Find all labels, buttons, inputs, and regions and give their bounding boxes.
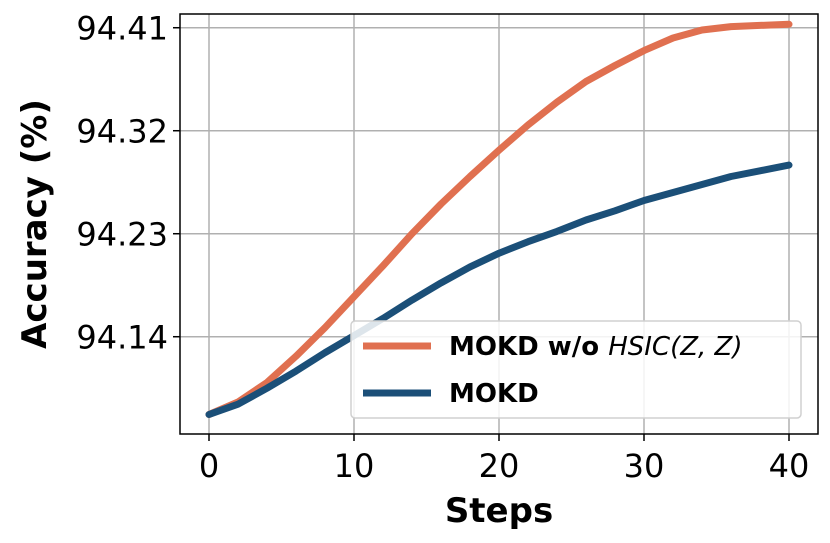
x-tick-label: 20 xyxy=(479,447,520,485)
y-tick-label: 94.14 xyxy=(76,319,168,357)
y-tick-label: 94.32 xyxy=(76,113,168,151)
y-tick-label: 94.23 xyxy=(76,216,168,254)
y-tick-label: 94.41 xyxy=(76,10,168,48)
axis-ticks: 0 10 20 30 40 94.14 94.23 94.32 94.41 xyxy=(76,10,809,485)
x-axis-title: Steps xyxy=(445,491,553,531)
x-tick-label: 10 xyxy=(334,447,375,485)
x-tick-label: 40 xyxy=(769,447,810,485)
legend-box xyxy=(350,320,802,419)
series-lines xyxy=(205,20,793,418)
series-line-0 xyxy=(205,20,793,418)
y-axis-title: Accuracy (%) xyxy=(15,99,55,349)
legend: MOKD w/o HSIC(Z, Z) MOKD xyxy=(350,320,802,419)
legend-label-0: MOKD w/o HSIC(Z, Z) xyxy=(449,332,743,362)
x-tick-label: 30 xyxy=(624,447,665,485)
series-line-1 xyxy=(205,161,793,418)
legend-label-1: MOKD xyxy=(449,379,539,409)
x-tick-label: 0 xyxy=(199,447,219,485)
